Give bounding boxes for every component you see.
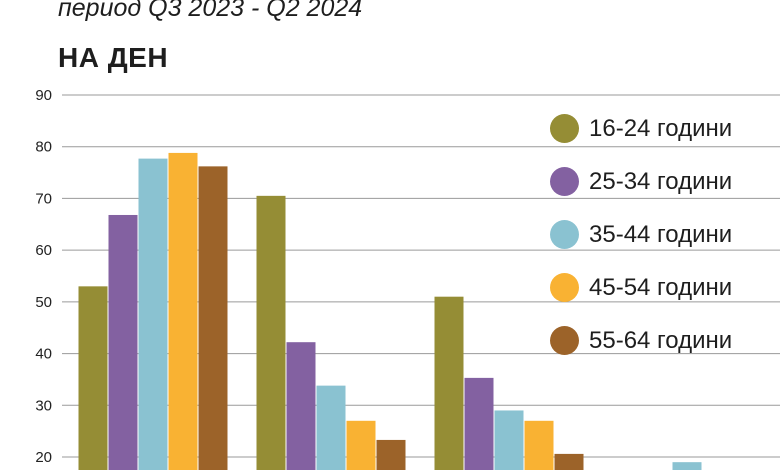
legend-label: 45-54 години xyxy=(589,273,733,301)
legend-swatch-icon xyxy=(550,273,579,302)
bar-5-group-1 xyxy=(198,166,228,470)
legend-label: 25-34 години xyxy=(589,167,733,195)
legend-swatch-icon xyxy=(550,114,579,143)
bar-2-group-1 xyxy=(108,214,138,470)
bar-3-group-4 xyxy=(672,462,702,470)
legend-item: 16-24 години xyxy=(550,102,780,155)
legend-item: 35-44 години xyxy=(550,208,780,261)
bar-1-group-1 xyxy=(78,286,108,470)
y-tick-label: 30 xyxy=(35,397,52,414)
bar-1-group-3 xyxy=(434,296,464,470)
legend-swatch-icon xyxy=(550,326,579,355)
bar-5-group-3 xyxy=(554,453,584,470)
legend-swatch-icon xyxy=(550,167,579,196)
y-tick-label: 20 xyxy=(35,449,52,466)
bar-4-group-3 xyxy=(524,420,554,470)
legend-label: 55-64 години xyxy=(589,326,733,354)
y-tick-label: 70 xyxy=(35,190,52,207)
bar-2-group-2 xyxy=(286,342,316,470)
bar-3-group-3 xyxy=(494,410,524,470)
bar-3-group-1 xyxy=(138,158,168,470)
legend-label: 16-24 години xyxy=(589,114,733,142)
bar-1-group-2 xyxy=(256,195,286,470)
bar-2-group-3 xyxy=(464,377,494,470)
legend-swatch-icon xyxy=(550,220,579,249)
bar-3-group-2 xyxy=(316,385,346,470)
chart-legend: 16-24 години 25-34 години 35-44 години 45-5… xyxy=(550,102,780,367)
bars xyxy=(78,152,702,470)
legend-item: 45-54 години xyxy=(550,261,780,314)
y-tick-label: 80 xyxy=(35,139,52,156)
bar-4-group-1 xyxy=(168,152,198,470)
y-tick-label: 50 xyxy=(35,294,52,311)
legend-item: 25-34 години xyxy=(550,155,780,208)
chart-subtitle: период Q3 2023 - Q2 2024 xyxy=(58,0,363,22)
y-tick-label: 60 xyxy=(35,242,52,259)
legend-item: 55-64 години xyxy=(550,314,780,367)
bar-5-group-2 xyxy=(376,439,406,470)
y-tick-label: 90 xyxy=(35,87,52,104)
y-tick-label: 40 xyxy=(35,346,52,363)
chart-title: НА ДЕН xyxy=(58,42,169,73)
legend-label: 35-44 години xyxy=(589,220,733,248)
y-axis-ticks: 20 30 40 50 60 70 80 90 xyxy=(35,87,52,466)
bar-4-group-2 xyxy=(346,420,376,470)
